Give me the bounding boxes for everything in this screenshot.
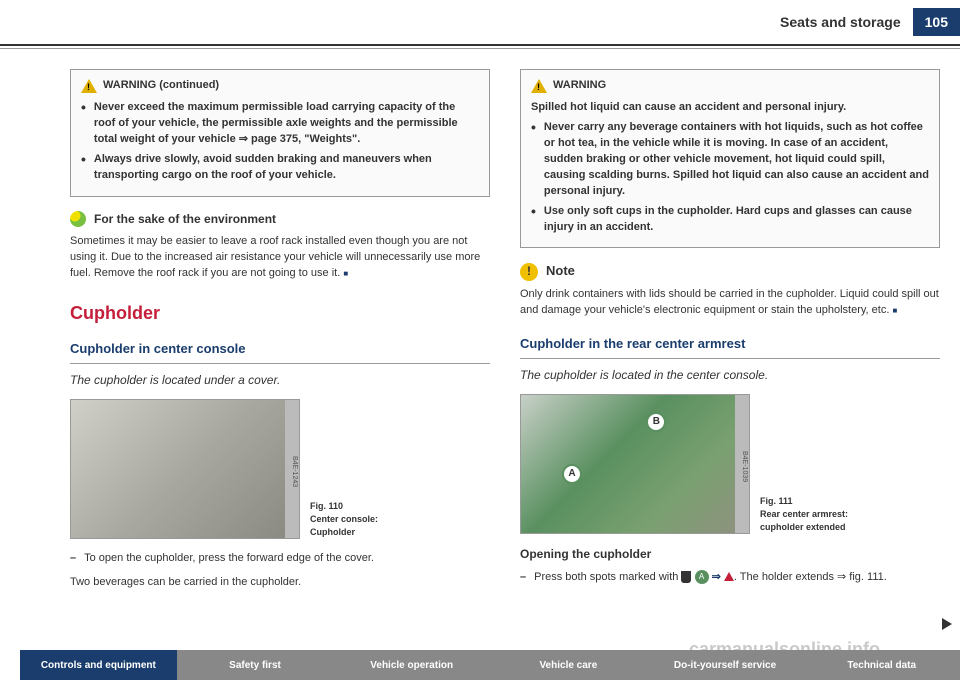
environment-body: Sometimes it may be easier to leave a ro… [70, 234, 490, 282]
warning-heading: WARNING [531, 78, 929, 94]
section-title: Seats and storage [780, 14, 901, 30]
continue-arrow-icon [942, 618, 952, 630]
step-text: Press both spots marked with A ⇒ . The h… [534, 570, 887, 586]
warning-title: WARNING [553, 78, 606, 94]
step-item: – Press both spots marked with A ⇒ . The… [520, 570, 940, 586]
warning-heading: WARNING (continued) [81, 78, 479, 94]
figure-111: A B B4E-1039 Fig. 111 Rear center armres… [520, 394, 940, 534]
section-heading: Cupholder [70, 300, 490, 326]
environment-heading: For the sake of the environment [70, 211, 490, 228]
warning-title: WARNING (continued) [103, 78, 219, 94]
footer-spacer [0, 650, 20, 680]
cup-icon [681, 571, 691, 583]
marker-b-icon: B [646, 412, 666, 432]
arrow-icon: ⇒ [712, 571, 721, 583]
footer-tab-diy[interactable]: Do-it-yourself service [647, 650, 804, 680]
footer-tab-technical[interactable]: Technical data [803, 650, 960, 680]
figure-caption: Fig. 111 Rear center armrest: cupholder … [760, 495, 850, 534]
lead-text: The cupholder is located in the center c… [520, 367, 940, 384]
mini-heading: Opening the cupholder [520, 546, 940, 563]
header-rule [0, 48, 960, 49]
left-column: WARNING (continued) • Never exceed the m… [70, 69, 490, 594]
footer-tab-operation[interactable]: Vehicle operation [333, 650, 490, 680]
right-column: WARNING Spilled hot liquid can cause an … [520, 69, 940, 594]
figure-110: B4E-1243 Fig. 110 Center console: Cuphol… [70, 399, 490, 539]
content-area: WARNING (continued) • Never exceed the m… [0, 69, 960, 594]
end-square-icon: ■ [343, 269, 348, 278]
footer-tabs: Controls and equipment Safety first Vehi… [0, 650, 960, 680]
bullet-icon: • [81, 100, 86, 148]
note-body: Only drink containers with lids should b… [520, 287, 940, 319]
bullet-icon: • [81, 152, 86, 184]
note-heading: ! Note [520, 262, 940, 281]
figure-image: B4E-1243 [70, 399, 300, 539]
footer-tab-controls[interactable]: Controls and equipment [20, 650, 177, 680]
tail-text: Two beverages can be carried in the cuph… [70, 575, 490, 591]
lead-text: The cupholder is located under a cover. [70, 372, 490, 389]
warning-triangle-inline-icon [724, 572, 734, 581]
subsection-heading: Cupholder in the rear center armrest [520, 335, 940, 359]
warning-box-continued: WARNING (continued) • Never exceed the m… [70, 69, 490, 197]
warning-bullet: • Always drive slowly, avoid sudden brak… [81, 152, 479, 184]
page-header: Seats and storage 105 [0, 0, 960, 46]
figure-image: A B B4E-1039 [520, 394, 750, 534]
warning-text: Always drive slowly, avoid sudden brakin… [94, 152, 479, 184]
figure-caption: Fig. 110 Center console: Cupholder [310, 500, 400, 539]
warning-text: Never exceed the maximum permissible loa… [94, 100, 479, 148]
warning-intro: Spilled hot liquid can cause an accident… [531, 100, 929, 116]
warning-text: Never carry any beverage containers with… [544, 120, 929, 200]
warning-bullet: • Use only soft cups in the cupholder. H… [531, 204, 929, 236]
note-title: Note [546, 262, 575, 281]
step-text: To open the cupholder, press the forward… [84, 551, 374, 567]
footer-tab-safety[interactable]: Safety first [177, 650, 334, 680]
warning-triangle-icon [81, 79, 97, 93]
figure-code: B4E-1243 [285, 400, 299, 538]
warning-box: WARNING Spilled hot liquid can cause an … [520, 69, 940, 248]
subsection-heading: Cupholder in center console [70, 340, 490, 364]
environment-title: For the sake of the environment [94, 211, 276, 228]
warning-bullet: • Never exceed the maximum permissible l… [81, 100, 479, 148]
footer-tab-care[interactable]: Vehicle care [490, 650, 647, 680]
end-square-icon: ■ [892, 306, 897, 315]
flower-icon [70, 211, 86, 227]
warning-triangle-icon [531, 79, 547, 93]
bullet-icon: • [531, 204, 536, 236]
dash-icon: – [70, 551, 76, 567]
warning-bullet: • Never carry any beverage containers wi… [531, 120, 929, 200]
warning-text: Use only soft cups in the cupholder. Har… [544, 204, 929, 236]
page-number: 105 [913, 8, 960, 36]
marker-a-inline-icon: A [695, 570, 709, 584]
dash-icon: – [520, 570, 526, 586]
bullet-icon: • [531, 120, 536, 200]
step-item: – To open the cupholder, press the forwa… [70, 551, 490, 567]
note-circle-icon: ! [520, 263, 538, 281]
marker-a-icon: A [562, 464, 582, 484]
figure-code: B4E-1039 [735, 395, 749, 533]
